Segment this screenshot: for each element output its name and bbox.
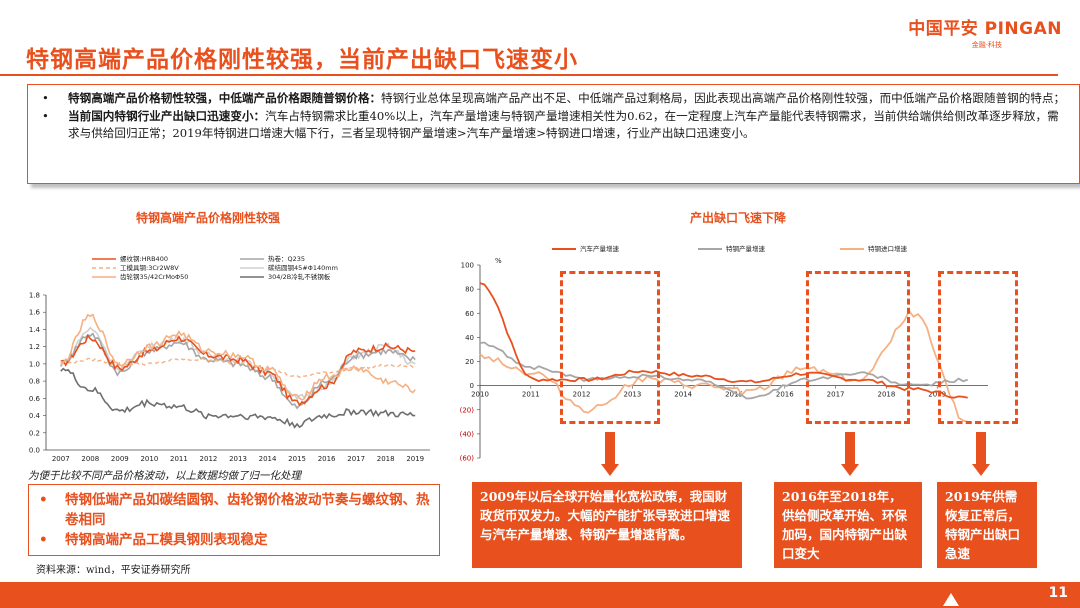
y-tick-label: 20 (465, 358, 474, 366)
legend-label: 螺纹钢:HRB400 (120, 254, 168, 263)
y-tick-label: (20) (460, 406, 475, 414)
x-tick-label: 2009 (111, 455, 129, 463)
x-tick-label: 2007 (52, 455, 70, 463)
x-tick-label: 2015 (725, 391, 743, 399)
conclusion-box: • 特钢低端产品如碳结圆钢、齿轮钢价格波动节奏与螺纹钢、热卷相同 • 特钢高端产品工… (28, 484, 440, 556)
y-tick-label: 80 (465, 286, 474, 294)
y-tick-label: 1.8 (29, 292, 40, 300)
y-tick-label: (60) (460, 455, 475, 463)
y-tick-label: (40) (460, 430, 475, 438)
annotation-2019: 2019年供需恢复正常后，特钢产出缺口急速 (937, 482, 1037, 568)
legend-label: 齿轮钢35/42CrMoΦ50 (120, 272, 188, 281)
series-line (60, 357, 416, 379)
legend-label: 特钢产量增速 (726, 244, 766, 253)
x-tick-label: 2018 (877, 391, 895, 399)
growth-chart: % 100 80 60 40 20 0 (20) (40) (60) 2010 2011 2012 201… (460, 244, 988, 463)
summary-item-heading: 当前国内特钢行业产出缺口迅速变小： (68, 108, 266, 123)
legend-label: 碳结圆钢45#Φ140mm (268, 263, 338, 272)
y-tick-label: 60 (465, 310, 474, 318)
bullet-icon: • (39, 532, 48, 548)
source-note: 资料来源：wind，平安证券研究所 (36, 565, 191, 576)
x-tick-label: 2017 (827, 391, 845, 399)
x-tick-label: 2015 (288, 455, 306, 463)
arrow-down-icon (601, 432, 619, 476)
x-tick-label: 2016 (776, 391, 794, 399)
y-tick-label: 1.2 (29, 343, 40, 351)
conclusion-item: • 特钢高端产品工模具钢则表现稳定 (37, 530, 431, 550)
y-tick-label: 0.6 (29, 395, 41, 403)
x-tick-label: 2014 (259, 455, 277, 463)
logo-text: 中国平安 PINGAN (908, 19, 1062, 39)
arrow-down-icon (972, 432, 990, 476)
summary-item: • 特钢高端产品价格韧性较强，中低端产品价格跟随普钢价格：特钢行业总体呈现高端产… (40, 90, 1069, 108)
logo-mark-icon (943, 593, 959, 606)
legend-label: 汽车产量增速 (580, 244, 620, 253)
summary-item: • 当前国内特钢行业产出缺口迅速变小：汽车占特钢需求比重40%以上，汽车产量增速… (40, 108, 1069, 143)
legend-label: 热卷：Q235 (268, 254, 305, 263)
x-tick-label: 2012 (200, 455, 218, 463)
x-tick-label: 2018 (377, 455, 395, 463)
x-tick-label: 2019 (928, 391, 946, 399)
right-chart-title: 产出缺口飞速下降 (690, 211, 787, 225)
annotation-qe: 2009年以后全球开始量化宽松政策，我国财政货币双发力。大幅的产能扩张导致进口增… (472, 482, 742, 568)
page-number: 11 (1048, 585, 1068, 601)
y-tick-label: 0.0 (29, 447, 40, 455)
conclusion-text: 特钢低端产品如碳结圆钢、齿轮钢价格波动节奏与螺纹钢、热卷相同 (65, 492, 430, 528)
conclusion-item: • 特钢低端产品如碳结圆钢、齿轮钢价格波动节奏与螺纹钢、热卷相同 (37, 490, 431, 530)
pingan-logo: 中国平安 PINGAN 金融·科技 (892, 14, 1062, 50)
series-line (60, 313, 416, 401)
y-tick-label: 1.0 (29, 360, 40, 368)
annotation-supply-reform: 2016年至2018年，供给侧改革开始、环保加码，国内特钢产出缺口变大 (774, 482, 922, 568)
normalization-note: 为便于比较不同产品价格波动，以上数据均做了归一化处理 (28, 470, 301, 482)
y-tick-label: 0.2 (29, 429, 40, 437)
x-tick-label: 2008 (81, 455, 99, 463)
x-tick-label: 2019 (406, 455, 424, 463)
bullet-icon: • (42, 108, 49, 123)
y-tick-label: 1.4 (29, 326, 41, 334)
x-tick-label: 2012 (573, 391, 591, 399)
y-unit-label: % (495, 257, 502, 265)
summary-item-text: 汽车占特钢需求比重40%以上，汽车产量增速与特钢产量增速相关性为0.62，在一定… (68, 108, 1059, 141)
x-tick-label: 2013 (229, 455, 247, 463)
highlight-box-2019 (938, 271, 1018, 424)
summary-item-heading: 特钢高端产品价格韧性较强，中低端产品价格跟随普钢价格： (68, 91, 382, 105)
x-tick-label: 2014 (674, 391, 692, 399)
title-divider (0, 74, 1058, 76)
x-tick-label: 2016 (318, 455, 336, 463)
x-tick-label: 2013 (623, 391, 641, 399)
summary-item-text: 特钢行业总体呈现高端产品产出不足、中低端产品过剩格局，因此表现出高端产品价格刚性… (381, 91, 1066, 105)
left-chart-title: 特钢高端产品价格刚性较强 (136, 211, 281, 225)
highlight-box-2016 (806, 271, 910, 424)
footer-bar (0, 582, 1080, 608)
series-line (60, 333, 416, 407)
bullet-icon: • (39, 492, 48, 508)
x-tick-label: 2010 (471, 391, 489, 399)
legend-label: 特钢进口增速 (868, 244, 908, 253)
arrow-down-icon (841, 432, 859, 476)
y-tick-label: 40 (465, 334, 474, 342)
y-tick-label: 0.8 (29, 378, 40, 386)
legend-label: 工模具钢:3Cr2W8V (120, 263, 179, 272)
series-line (60, 367, 416, 429)
bullet-icon: • (42, 91, 49, 105)
highlight-box-2012 (560, 271, 660, 424)
conclusion-text: 特钢高端产品工模具钢则表现稳定 (65, 532, 268, 548)
page-title: 特钢高端产品价格刚性较强，当前产出缺口飞速变小 (26, 46, 578, 73)
y-tick-label: 0.4 (29, 412, 41, 420)
y-tick-label: 100 (461, 262, 474, 270)
legend-label: 304/2B冷轧不锈钢板 (268, 272, 331, 281)
summary-box: • 特钢高端产品价格韧性较强，中低端产品价格跟随普钢价格：特钢行业总体呈现高端产… (27, 84, 1080, 184)
y-tick-label: 1.6 (29, 309, 41, 317)
logo-subtext: 金融·科技 (971, 41, 1002, 49)
price-chart: 0.0 0.2 0.4 0.6 0.8 1.0 1.2 1.4 1.6 1.8 2007 2008 20… (29, 254, 430, 463)
x-tick-label: 2017 (347, 455, 365, 463)
x-tick-label: 2011 (522, 391, 540, 399)
x-tick-label: 2011 (170, 455, 188, 463)
y-tick-label: 0 (470, 382, 474, 390)
x-tick-label: 2010 (140, 455, 158, 463)
